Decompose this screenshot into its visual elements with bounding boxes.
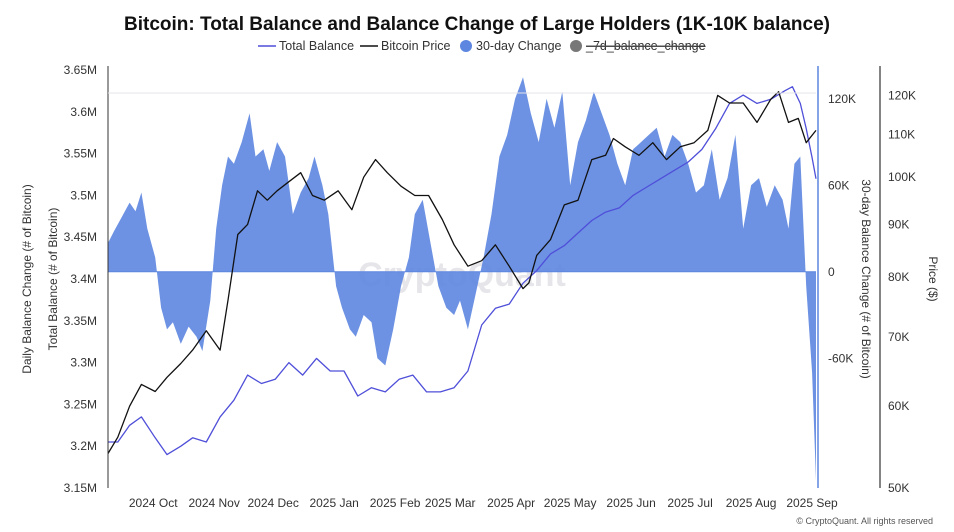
y-change-tick-label: 60K	[828, 178, 849, 192]
y-left-axis-label: Daily Balance Change (# of Bitcoin)	[20, 184, 34, 373]
x-tick-label: 2025 Apr	[487, 496, 535, 510]
y-price-tick-label: 120K	[888, 88, 916, 102]
x-tick-label: 2025 May	[544, 496, 597, 510]
y-left-tick-label: 3.2M	[70, 439, 97, 453]
x-tick-label: 2025 Sep	[786, 496, 838, 510]
y-left-tick-label: 3.3M	[70, 356, 97, 370]
y-price-tick-label: 90K	[888, 217, 909, 231]
x-tick-label: 2025 Mar	[425, 496, 476, 510]
x-tick-label: 2025 Jul	[667, 496, 712, 510]
area-layer	[108, 77, 816, 481]
y-change-tick-label: -60K	[828, 351, 853, 365]
y-left-tick-label: 3.15M	[64, 481, 97, 495]
series-total-balance-line	[108, 86, 817, 456]
x-tick-label: 2024 Nov	[188, 496, 239, 510]
line-layer	[107, 86, 817, 456]
y-change-axis-label: 30-day Balance Change (# of Bitcoin)	[859, 179, 873, 378]
y-left-tick-label: 3.25M	[64, 397, 97, 411]
y-left-tick-label: 3.35M	[64, 314, 97, 328]
axes-layer: 3.15M 3.2M 3.25M 3.3M 3.35M 3.4M 3.45M 3.5M 3.55…	[20, 63, 940, 510]
x-tick-label: 2025 Jun	[606, 496, 655, 510]
legend-swatch-dot	[460, 40, 472, 52]
y-left-tick-label: 3.4M	[70, 272, 97, 286]
y-left-secondary-axis-label: Total Balance (# of Bitcoin)	[46, 208, 60, 351]
y-price-axis-label: Price ($)	[926, 256, 940, 301]
legend-label: 30-day Change	[476, 39, 562, 53]
legend[interactable]: Total Balance Bitcoin Price 30-day Change _…	[258, 39, 706, 53]
legend-label: Bitcoin Price	[381, 39, 451, 53]
x-tick-label: 2025 Jan	[309, 496, 358, 510]
y-change-tick-label: 0	[828, 265, 835, 279]
x-tick-label: 2025 Feb	[370, 496, 421, 510]
y-left-tick-label: 3.6M	[70, 105, 97, 119]
x-tick-label: 2025 Aug	[726, 496, 777, 510]
y-left-tick-label: 3.65M	[64, 63, 97, 77]
legend-label: Total Balance	[279, 39, 354, 53]
copyright: © CryptoQuant. All rights reserved	[796, 516, 933, 526]
legend-swatch-dot	[570, 40, 582, 52]
y-price-tick-label: 80K	[888, 270, 909, 284]
y-price-tick-label: 50K	[888, 481, 909, 495]
y-left-tick-label: 3.5M	[70, 188, 97, 202]
y-price-tick-label: 60K	[888, 399, 909, 413]
chart-title: Bitcoin: Total Balance and Balance Chang…	[124, 14, 830, 35]
y-price-tick-label: 110K	[888, 127, 915, 141]
y-left-tick-label: 3.55M	[64, 147, 97, 161]
y-price-tick-label: 100K	[888, 170, 916, 184]
y-left-tick-label: 3.45M	[64, 230, 97, 244]
x-tick-label: 2024 Oct	[129, 496, 178, 510]
x-tick-label: 2024 Dec	[247, 496, 298, 510]
series-30-day-change-area	[108, 77, 816, 481]
y-price-tick-label: 70K	[888, 330, 909, 344]
y-change-tick-label: 120K	[828, 92, 856, 106]
series-bitcoin-price-line	[107, 91, 817, 454]
